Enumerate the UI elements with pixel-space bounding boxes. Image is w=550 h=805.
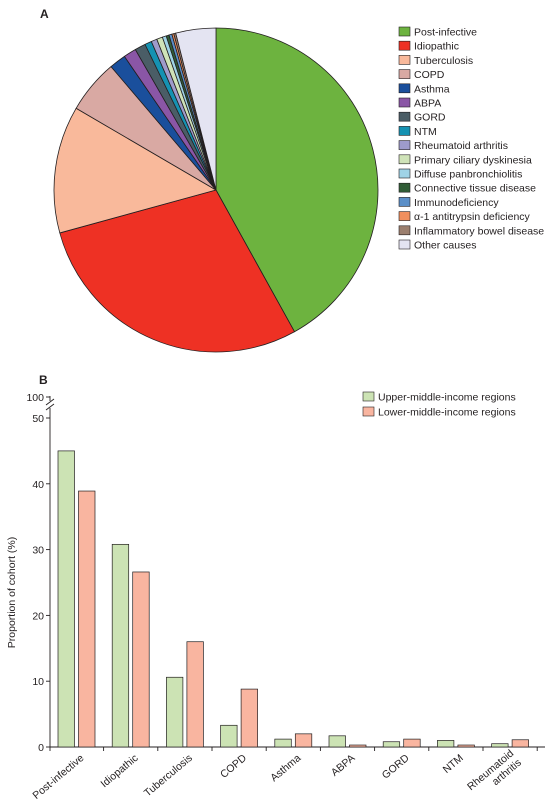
legend-label-copd: COPD — [414, 69, 445, 81]
legend-swatch-primary-ciliary-dyskinesia — [398, 154, 411, 165]
x-category-label: Asthma — [268, 752, 303, 784]
y-axis-break-mark — [45, 398, 55, 406]
legend-swatch-1-antitrypsin-deficiency — [398, 211, 411, 221]
pie-slice-tuberculosis — [53, 107, 217, 234]
bar-gord-upper — [382, 741, 401, 748]
panel-a-letter: A — [40, 7, 49, 21]
legend-swatch-rheumatoid-arthritis — [398, 140, 411, 150]
pie-slice-other-causes — [175, 27, 217, 191]
legend-label-other-causes: Other causes — [414, 240, 476, 252]
legend-label-gord: GORD — [414, 112, 446, 124]
bar-abpa-lower — [349, 744, 367, 748]
legend-label-abpa: ABPA — [414, 98, 441, 110]
legend-swatch-other-causes — [398, 239, 411, 250]
bar-idiopathic-upper — [111, 543, 130, 748]
legend-swatch-post-infective — [398, 26, 411, 37]
legend-swatch-copd — [398, 69, 411, 79]
legend-label-diffuse-panbronchiolitis: Diffuse panbronchiolitis — [414, 169, 522, 181]
bar-post-infective-lower — [78, 490, 96, 748]
bar-chart: 100 0 10 20 30 40 50 Proportion of cohort (%) Po… — [6, 392, 545, 802]
y-tick-label: 100 — [26, 392, 44, 404]
pie-chart — [53, 27, 379, 353]
legend-label-primary-ciliary-dyskinesia: Primary ciliary dyskinesia — [414, 154, 532, 166]
bar-abpa-upper — [328, 735, 346, 748]
legend-swatch-upper — [362, 391, 375, 402]
bar-post-infective-upper — [57, 450, 75, 748]
bar-rheumatoid-arthritis-upper — [491, 743, 509, 748]
legend-label-asthma: Asthma — [414, 83, 450, 95]
legend-swatch-tuberculosis — [398, 55, 411, 65]
legend-label-connective-tissue-disease: Connective tissue disease — [414, 183, 536, 195]
legend-swatch-connective-tissue-disease — [398, 182, 411, 193]
legend-swatch-lower — [362, 406, 375, 417]
y-axis-title: Proportion of cohort (%) — [6, 537, 18, 648]
bar-ntm-upper — [437, 740, 455, 748]
x-category-label: NTM — [441, 752, 466, 776]
bar-copd-upper — [220, 724, 238, 748]
legend-label-inflammatory-bowel-disease: Inflammatory bowel disease — [414, 225, 544, 237]
bar-tuberculosis-upper — [166, 676, 184, 748]
y-tick-label: 30 — [32, 545, 44, 557]
legend-swatch-inflammatory-bowel-disease — [398, 225, 411, 236]
legend-label-lower: Lower-middle-income regions — [378, 407, 516, 419]
y-tick-label: 50 — [32, 413, 44, 425]
legend-label-ntm: NTM — [414, 126, 437, 138]
bar-copd-lower — [240, 688, 258, 748]
y-axis-break-mark — [45, 403, 55, 411]
x-category-label: Rheumatoidarthritis — [465, 747, 524, 802]
legend-swatch-immunodeficiency — [398, 197, 411, 207]
legend-label-tuberculosis: Tuberculosis — [414, 55, 473, 67]
bar-asthma-upper — [274, 738, 292, 748]
x-category-label: GORD — [380, 752, 412, 782]
y-tick-label: 10 — [32, 676, 44, 688]
legend-label-post-infective: Post-infective — [414, 27, 477, 39]
bar-ntm-lower — [457, 744, 475, 748]
legend-swatch-diffuse-panbronchiolitis — [398, 168, 411, 179]
y-tick-label: 0 — [38, 742, 44, 754]
legend-label-immunodeficiency: Immunodeficiency — [414, 197, 499, 209]
legend-label-rheumatoid-arthritis: Rheumatoid arthritis — [414, 140, 508, 152]
panel-b-letter: B — [39, 373, 48, 387]
x-category-label: Tuberculosis — [142, 752, 195, 799]
bar-idiopathic-lower — [132, 571, 150, 748]
pie-slice-post-infective — [215, 27, 379, 333]
bar-asthma-lower — [294, 733, 313, 748]
y-tick-label: 20 — [32, 610, 44, 622]
pie-slice-idiopathic — [59, 189, 295, 353]
y-tick-label: 40 — [32, 479, 44, 491]
x-category-label: Post-infective — [30, 752, 86, 802]
legend-swatch-gord — [398, 111, 411, 122]
bar-rheumatoid-arthritis-lower — [511, 739, 529, 748]
legend-label-idiopathic: Idiopathic — [414, 41, 459, 53]
legend-label-1-antitrypsin-deficiency: α-1 antitrypsin deficiency — [414, 211, 531, 223]
bar-tuberculosis-lower — [186, 641, 204, 748]
bar-legend: Upper-middle-income regions Lower-middle-… — [362, 391, 516, 419]
legend-swatch-ntm — [398, 126, 411, 136]
pie-legend: Post-infective Idiopathic Tuberculosis COPD… — [398, 26, 544, 252]
x-category-label: COPD — [218, 752, 249, 781]
x-category-label: ABPA — [329, 752, 358, 779]
legend-swatch-asthma — [398, 83, 411, 94]
legend-swatch-idiopathic — [398, 40, 411, 51]
legend-swatch-abpa — [398, 97, 411, 108]
legend-label-upper: Upper-middle-income regions — [378, 392, 516, 404]
bar-gord-lower — [403, 738, 421, 748]
x-category-label: Idiopathic — [98, 752, 140, 790]
